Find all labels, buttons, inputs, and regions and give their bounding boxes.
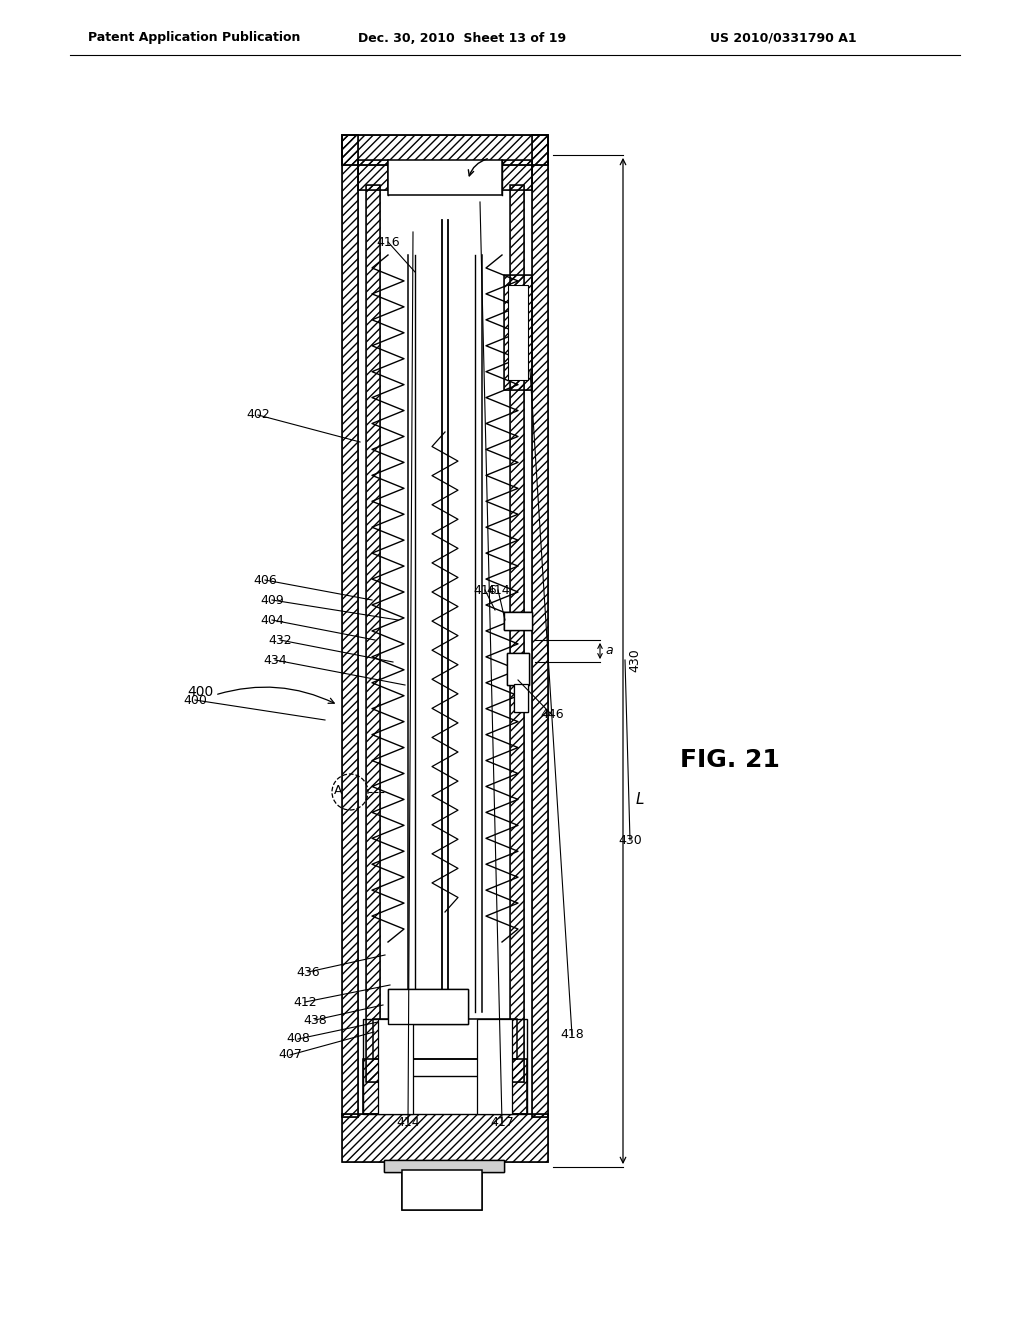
Text: 416: 416 [376, 235, 399, 248]
Bar [362, 1059, 393, 1114]
Text: L: L [636, 792, 644, 808]
Text: 414: 414 [486, 583, 510, 597]
Bar [388, 989, 468, 1024]
Text: 436: 436 [296, 965, 319, 978]
Bar [504, 275, 532, 389]
Bar [477, 1019, 512, 1114]
Text: 406: 406 [253, 573, 276, 586]
Bar [514, 684, 528, 711]
Text: 416: 416 [473, 583, 497, 597]
Bar [402, 1170, 482, 1210]
Text: Patent Application Publication: Patent Application Publication [88, 32, 300, 45]
Bar [342, 135, 548, 165]
Text: 400: 400 [183, 693, 207, 706]
Bar [502, 160, 532, 190]
Bar [362, 1059, 527, 1114]
Bar [532, 135, 548, 1117]
Text: 404: 404 [260, 614, 284, 627]
Bar [388, 989, 468, 1024]
Text: 408: 408 [286, 1032, 310, 1045]
Bar [342, 135, 358, 1117]
Text: 407: 407 [279, 1048, 302, 1061]
Text: US 2010/0331790 A1: US 2010/0331790 A1 [710, 32, 857, 45]
Text: 430: 430 [628, 648, 641, 672]
Bar [504, 612, 532, 630]
Bar [366, 185, 380, 1082]
Bar [507, 653, 529, 685]
Text: 446: 446 [541, 709, 564, 722]
Text: A: A [334, 784, 342, 796]
Bar [358, 160, 388, 190]
Text: 430: 430 [618, 833, 642, 846]
Text: 414: 414 [396, 1115, 420, 1129]
Bar [342, 135, 548, 165]
Text: 400: 400 [186, 685, 213, 700]
Text: 417: 417 [490, 1115, 514, 1129]
Bar [510, 185, 524, 1082]
Bar [373, 1019, 517, 1059]
Bar [504, 275, 532, 389]
Bar [514, 684, 528, 711]
Text: 409: 409 [260, 594, 284, 606]
Text: FIG. 21: FIG. 21 [680, 748, 780, 772]
Bar [362, 1019, 393, 1114]
Bar [510, 185, 524, 1082]
Bar [507, 653, 529, 685]
Bar [497, 1019, 527, 1114]
Bar [342, 135, 358, 1117]
Bar [508, 285, 528, 380]
Bar [342, 1114, 548, 1162]
Bar [402, 1170, 482, 1210]
Bar [342, 1114, 548, 1162]
Bar [378, 1019, 413, 1114]
Text: 434: 434 [263, 653, 287, 667]
Bar [384, 1160, 504, 1172]
FancyArrowPatch shape [468, 158, 487, 176]
Text: a: a [605, 644, 612, 657]
Text: Dec. 30, 2010  Sheet 13 of 19: Dec. 30, 2010 Sheet 13 of 19 [358, 32, 566, 45]
Bar [504, 612, 532, 630]
Text: 432: 432 [268, 634, 292, 647]
Bar [388, 160, 502, 195]
Bar [358, 160, 388, 190]
Bar [502, 160, 532, 190]
Bar [504, 612, 532, 630]
Bar [497, 1059, 527, 1114]
Text: 412: 412 [293, 995, 316, 1008]
Bar [532, 135, 548, 1117]
Text: 418: 418 [560, 1028, 584, 1041]
Text: 438: 438 [303, 1014, 327, 1027]
Text: 402: 402 [246, 408, 270, 421]
Bar [384, 1160, 504, 1172]
Bar [366, 185, 380, 1082]
Bar [393, 1076, 497, 1114]
